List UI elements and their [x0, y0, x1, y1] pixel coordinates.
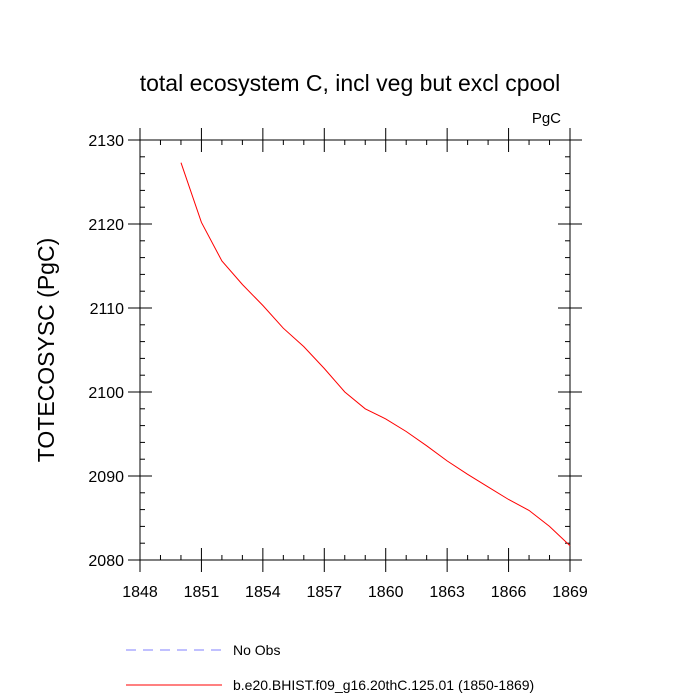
x-tick-label: 1851	[184, 584, 220, 601]
plot-area: 1848 1851 1854 1857 1860 1863 1866 1869 2080 2090…	[88, 128, 588, 601]
y-tick-label: 2100	[88, 385, 124, 402]
units-label: PgC	[532, 110, 561, 127]
legend: No Obs b.e20.BHIST.f09_g16.20thC.125.01 (…	[126, 642, 534, 693]
series-line	[180, 162, 571, 547]
y-tick-label: 2130	[88, 133, 124, 150]
chart-title: total ecosystem C, incl veg but excl cpo…	[140, 70, 561, 96]
y-tick-label: 2090	[88, 469, 124, 486]
y-tick-label: 2110	[90, 301, 125, 318]
y-axis-label: TOTECOSYSC (PgC)	[33, 238, 59, 463]
x-tick-label: 1869	[552, 584, 588, 601]
x-tick-label: 1866	[491, 584, 527, 601]
x-tick-label: 1863	[429, 584, 465, 601]
x-tick-label: 1860	[368, 584, 404, 601]
legend-label: b.e20.BHIST.f09_g16.20thC.125.01 (1850-1…	[233, 677, 534, 693]
legend-label: No Obs	[233, 642, 280, 658]
x-tick-label: 1857	[306, 584, 342, 601]
y-tick-label: 2080	[88, 553, 124, 570]
y-tick-label: 2120	[88, 217, 124, 234]
x-tick-label: 1848	[122, 584, 158, 601]
x-tick-label: 1854	[245, 584, 281, 601]
plot-frame	[139, 139, 571, 561]
